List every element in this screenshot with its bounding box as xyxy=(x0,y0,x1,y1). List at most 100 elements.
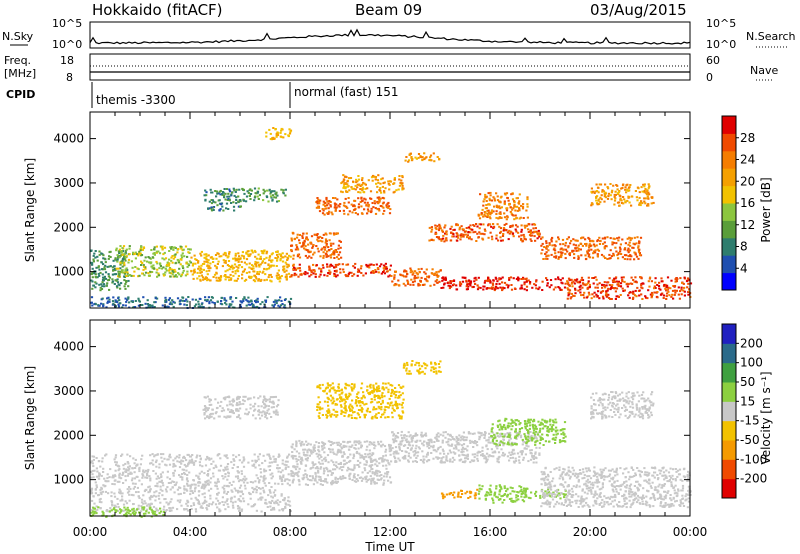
data-cell xyxy=(631,282,634,285)
data-cell xyxy=(231,267,234,270)
data-cell xyxy=(564,282,567,285)
data-cell xyxy=(255,491,258,494)
data-cell xyxy=(238,188,241,191)
data-cell xyxy=(237,491,240,494)
data-cell xyxy=(619,197,622,200)
data-cell xyxy=(124,512,127,515)
data-cell xyxy=(598,297,601,300)
data-cell xyxy=(235,202,238,205)
data-cell xyxy=(342,271,345,273)
data-cell xyxy=(266,398,269,401)
data-cell xyxy=(440,287,443,289)
data-cell xyxy=(99,286,102,289)
data-cell xyxy=(525,280,528,283)
data-cell xyxy=(200,264,203,267)
data-cell xyxy=(338,205,341,208)
data-cell xyxy=(273,196,276,199)
data-cell xyxy=(536,232,539,235)
data-cell xyxy=(223,490,226,493)
data-cell xyxy=(273,458,276,461)
data-cell xyxy=(479,232,482,235)
data-cell xyxy=(302,243,305,246)
data-cell xyxy=(366,440,369,443)
data-cell xyxy=(200,254,203,257)
data-cell xyxy=(490,286,494,289)
data-cell xyxy=(532,223,535,226)
data-cell xyxy=(497,239,500,242)
colorbar-swatch xyxy=(722,220,736,239)
data-cell xyxy=(470,238,473,241)
data-cell xyxy=(490,225,493,228)
data-cell xyxy=(564,244,567,247)
data-cell xyxy=(600,290,603,293)
data-cell xyxy=(238,264,241,266)
data-cell xyxy=(413,276,416,279)
data-cell xyxy=(362,181,365,184)
data-cell xyxy=(610,285,613,288)
data-cell xyxy=(382,388,386,391)
data-cell xyxy=(183,508,186,510)
data-cell xyxy=(290,249,293,252)
data-cell xyxy=(261,301,264,304)
data-cell xyxy=(588,246,591,249)
data-cell xyxy=(474,230,477,233)
data-cell xyxy=(238,499,242,502)
data-cell xyxy=(368,452,371,455)
data-cell xyxy=(384,472,387,475)
data-cell xyxy=(567,277,571,280)
data-cell xyxy=(525,209,528,212)
data-cell xyxy=(448,287,451,290)
data-cell xyxy=(346,180,349,183)
data-cell xyxy=(214,201,217,204)
data-cell xyxy=(207,457,210,460)
noise-left-tick-top: 10^5 xyxy=(52,17,82,30)
colorbar-swatch xyxy=(722,185,736,204)
data-cell xyxy=(638,196,641,199)
data-cell xyxy=(257,458,260,461)
data-cell xyxy=(364,272,367,275)
data-cell xyxy=(621,184,625,187)
data-cell xyxy=(595,197,598,199)
data-cell xyxy=(258,194,261,197)
data-cell xyxy=(513,204,516,206)
data-cell xyxy=(276,259,279,262)
data-cell xyxy=(228,251,231,254)
data-cell xyxy=(614,290,617,293)
data-cell xyxy=(140,483,143,486)
data-cell xyxy=(310,467,313,470)
data-cell xyxy=(293,272,296,275)
data-cell xyxy=(322,233,325,236)
data-cell xyxy=(223,261,226,264)
data-cell xyxy=(195,259,198,261)
data-cell xyxy=(127,296,130,299)
data-cell xyxy=(673,293,676,296)
data-cell xyxy=(148,304,151,306)
freq-label: Freq. xyxy=(4,54,31,67)
data-cell xyxy=(557,236,560,239)
data-cell xyxy=(420,276,423,279)
data-cell xyxy=(380,263,383,266)
data-cell xyxy=(390,275,393,277)
data-cell xyxy=(104,490,107,493)
data-cell xyxy=(198,275,201,278)
data-cell xyxy=(317,442,321,444)
data-cell xyxy=(592,190,595,193)
data-cell xyxy=(334,468,337,471)
data-cell xyxy=(149,477,152,480)
data-cell xyxy=(155,459,158,462)
data-cell xyxy=(138,511,141,514)
data-cell xyxy=(527,231,530,233)
data-cell xyxy=(329,205,332,208)
data-cell xyxy=(216,478,220,481)
data-cell xyxy=(353,204,356,207)
data-cell xyxy=(224,396,227,399)
data-cell xyxy=(388,447,391,450)
data-cell xyxy=(391,384,394,387)
data-cell xyxy=(373,447,376,450)
data-cell xyxy=(282,474,285,477)
data-cell xyxy=(376,267,379,269)
data-cell xyxy=(107,492,110,495)
data-cell xyxy=(266,453,269,456)
data-cell xyxy=(342,440,345,443)
data-cell xyxy=(546,282,549,285)
